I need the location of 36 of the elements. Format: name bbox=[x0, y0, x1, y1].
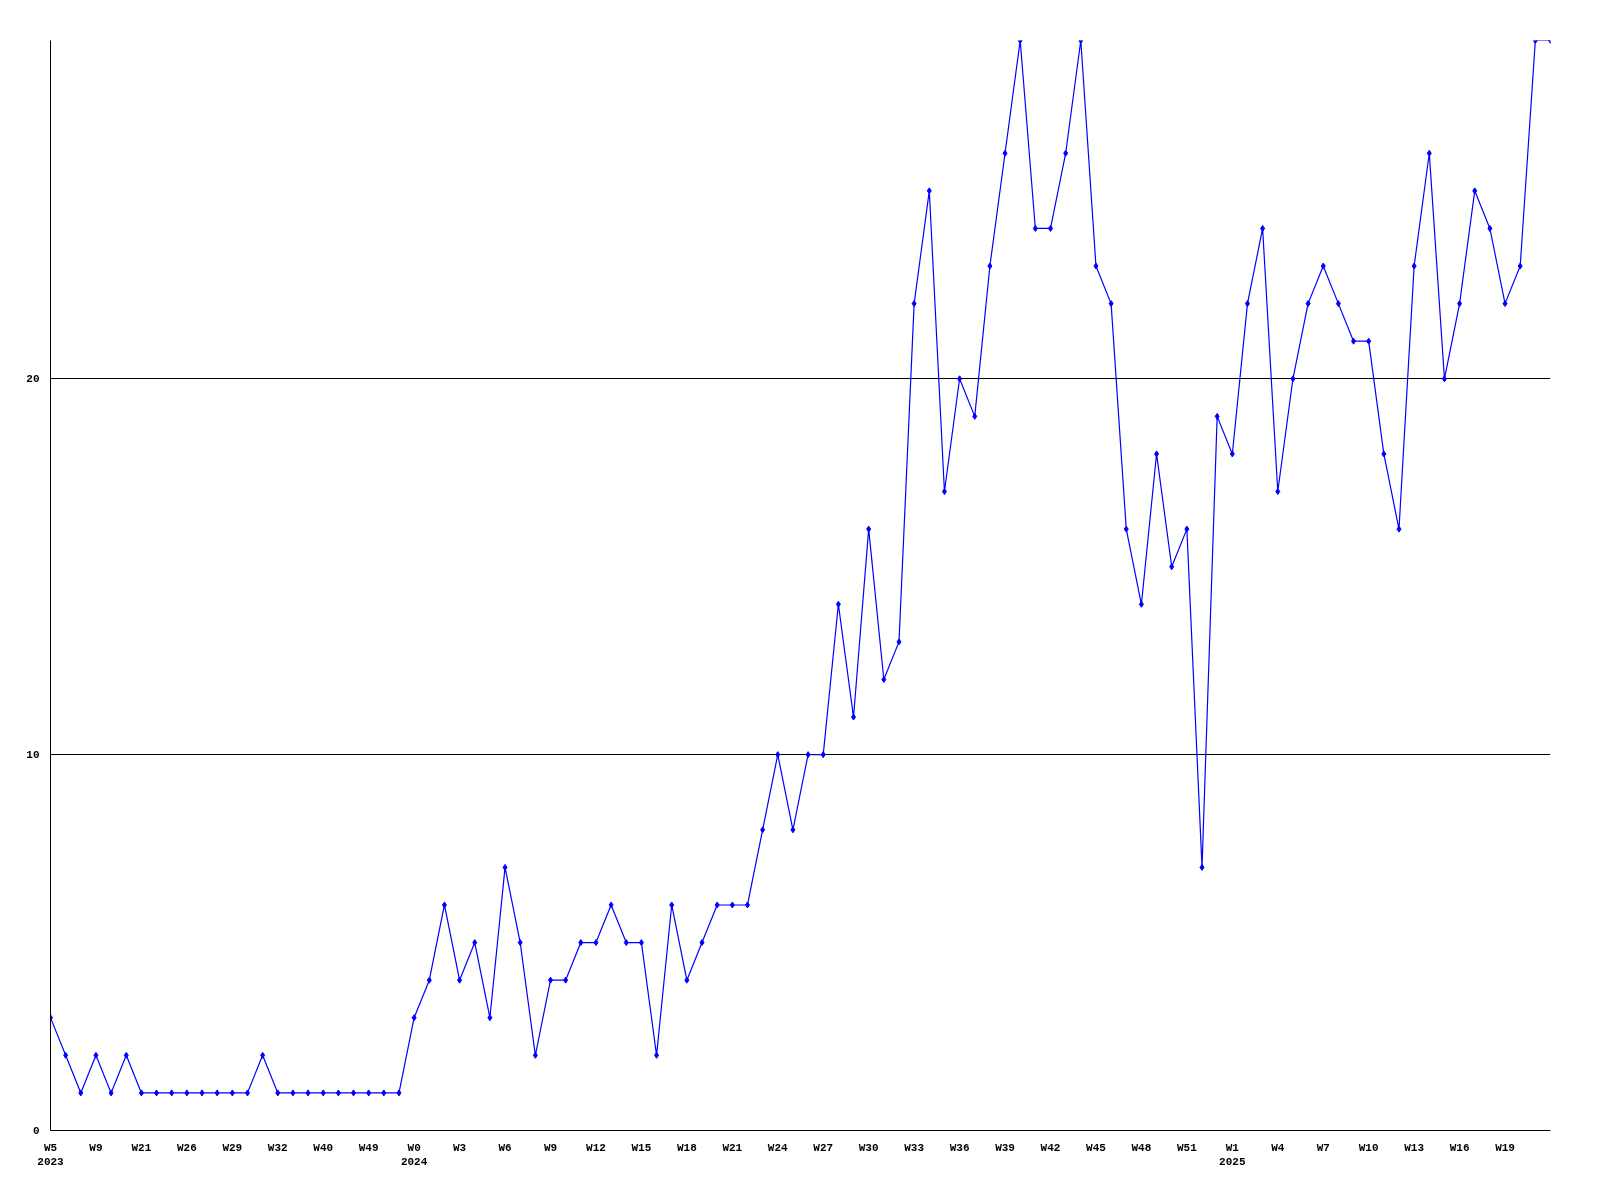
x-tick-label: W5 2023 bbox=[37, 1141, 65, 1168]
x-tick-label: W27 bbox=[813, 1141, 834, 1154]
x-tick-label: W3 bbox=[452, 1141, 467, 1154]
x-tick-label: W6 bbox=[498, 1141, 512, 1154]
x-tick-label: W39 bbox=[995, 1141, 1015, 1154]
x-tick-label: W36 bbox=[949, 1141, 970, 1154]
x-tick-label: W19 bbox=[1495, 1141, 1515, 1154]
y-tick-label: 0 bbox=[32, 1125, 40, 1137]
x-tick-label: W9 bbox=[89, 1141, 103, 1154]
x-tick-label: W45 bbox=[1086, 1141, 1107, 1154]
x-tick-label: W42 bbox=[1040, 1141, 1061, 1154]
x-tick-label: W32 bbox=[267, 1141, 288, 1154]
x-tick-label: W49 bbox=[358, 1141, 379, 1154]
x-tick-label: W7 bbox=[1316, 1141, 1330, 1154]
x-tick-label: W16 bbox=[1449, 1141, 1470, 1154]
x-tick-label: W30 bbox=[858, 1141, 879, 1154]
x-tick-label: W24 bbox=[767, 1141, 789, 1154]
x-tick-label: W40 bbox=[313, 1141, 334, 1154]
x-tick-label: W1 2025 bbox=[1219, 1141, 1246, 1168]
x-tick-label: W29 bbox=[222, 1141, 243, 1154]
x-tick-label: W12 bbox=[586, 1141, 606, 1154]
x-tick-label: W26 bbox=[176, 1141, 197, 1154]
x-tick-label: W48 bbox=[1131, 1141, 1152, 1154]
x-tick-label: W21 bbox=[131, 1141, 152, 1154]
x-tick-label: W4 bbox=[1271, 1141, 1285, 1154]
x-tick-label: W13 bbox=[1404, 1141, 1425, 1154]
x-tick-label: W10 bbox=[1358, 1141, 1379, 1154]
y-tick-label: 20 bbox=[26, 373, 40, 386]
x-tick-label: W21 bbox=[722, 1141, 743, 1154]
x-tick-label: W51 bbox=[1176, 1141, 1198, 1154]
y-tick-label: 10 bbox=[26, 749, 40, 762]
x-tick-label: W18 bbox=[676, 1141, 698, 1154]
x-tick-label: W9 bbox=[543, 1141, 558, 1154]
x-tick-label: W33 bbox=[904, 1141, 925, 1154]
x-tick-label: W0 2024 bbox=[400, 1141, 428, 1168]
x-tick-label: W15 bbox=[631, 1141, 652, 1154]
